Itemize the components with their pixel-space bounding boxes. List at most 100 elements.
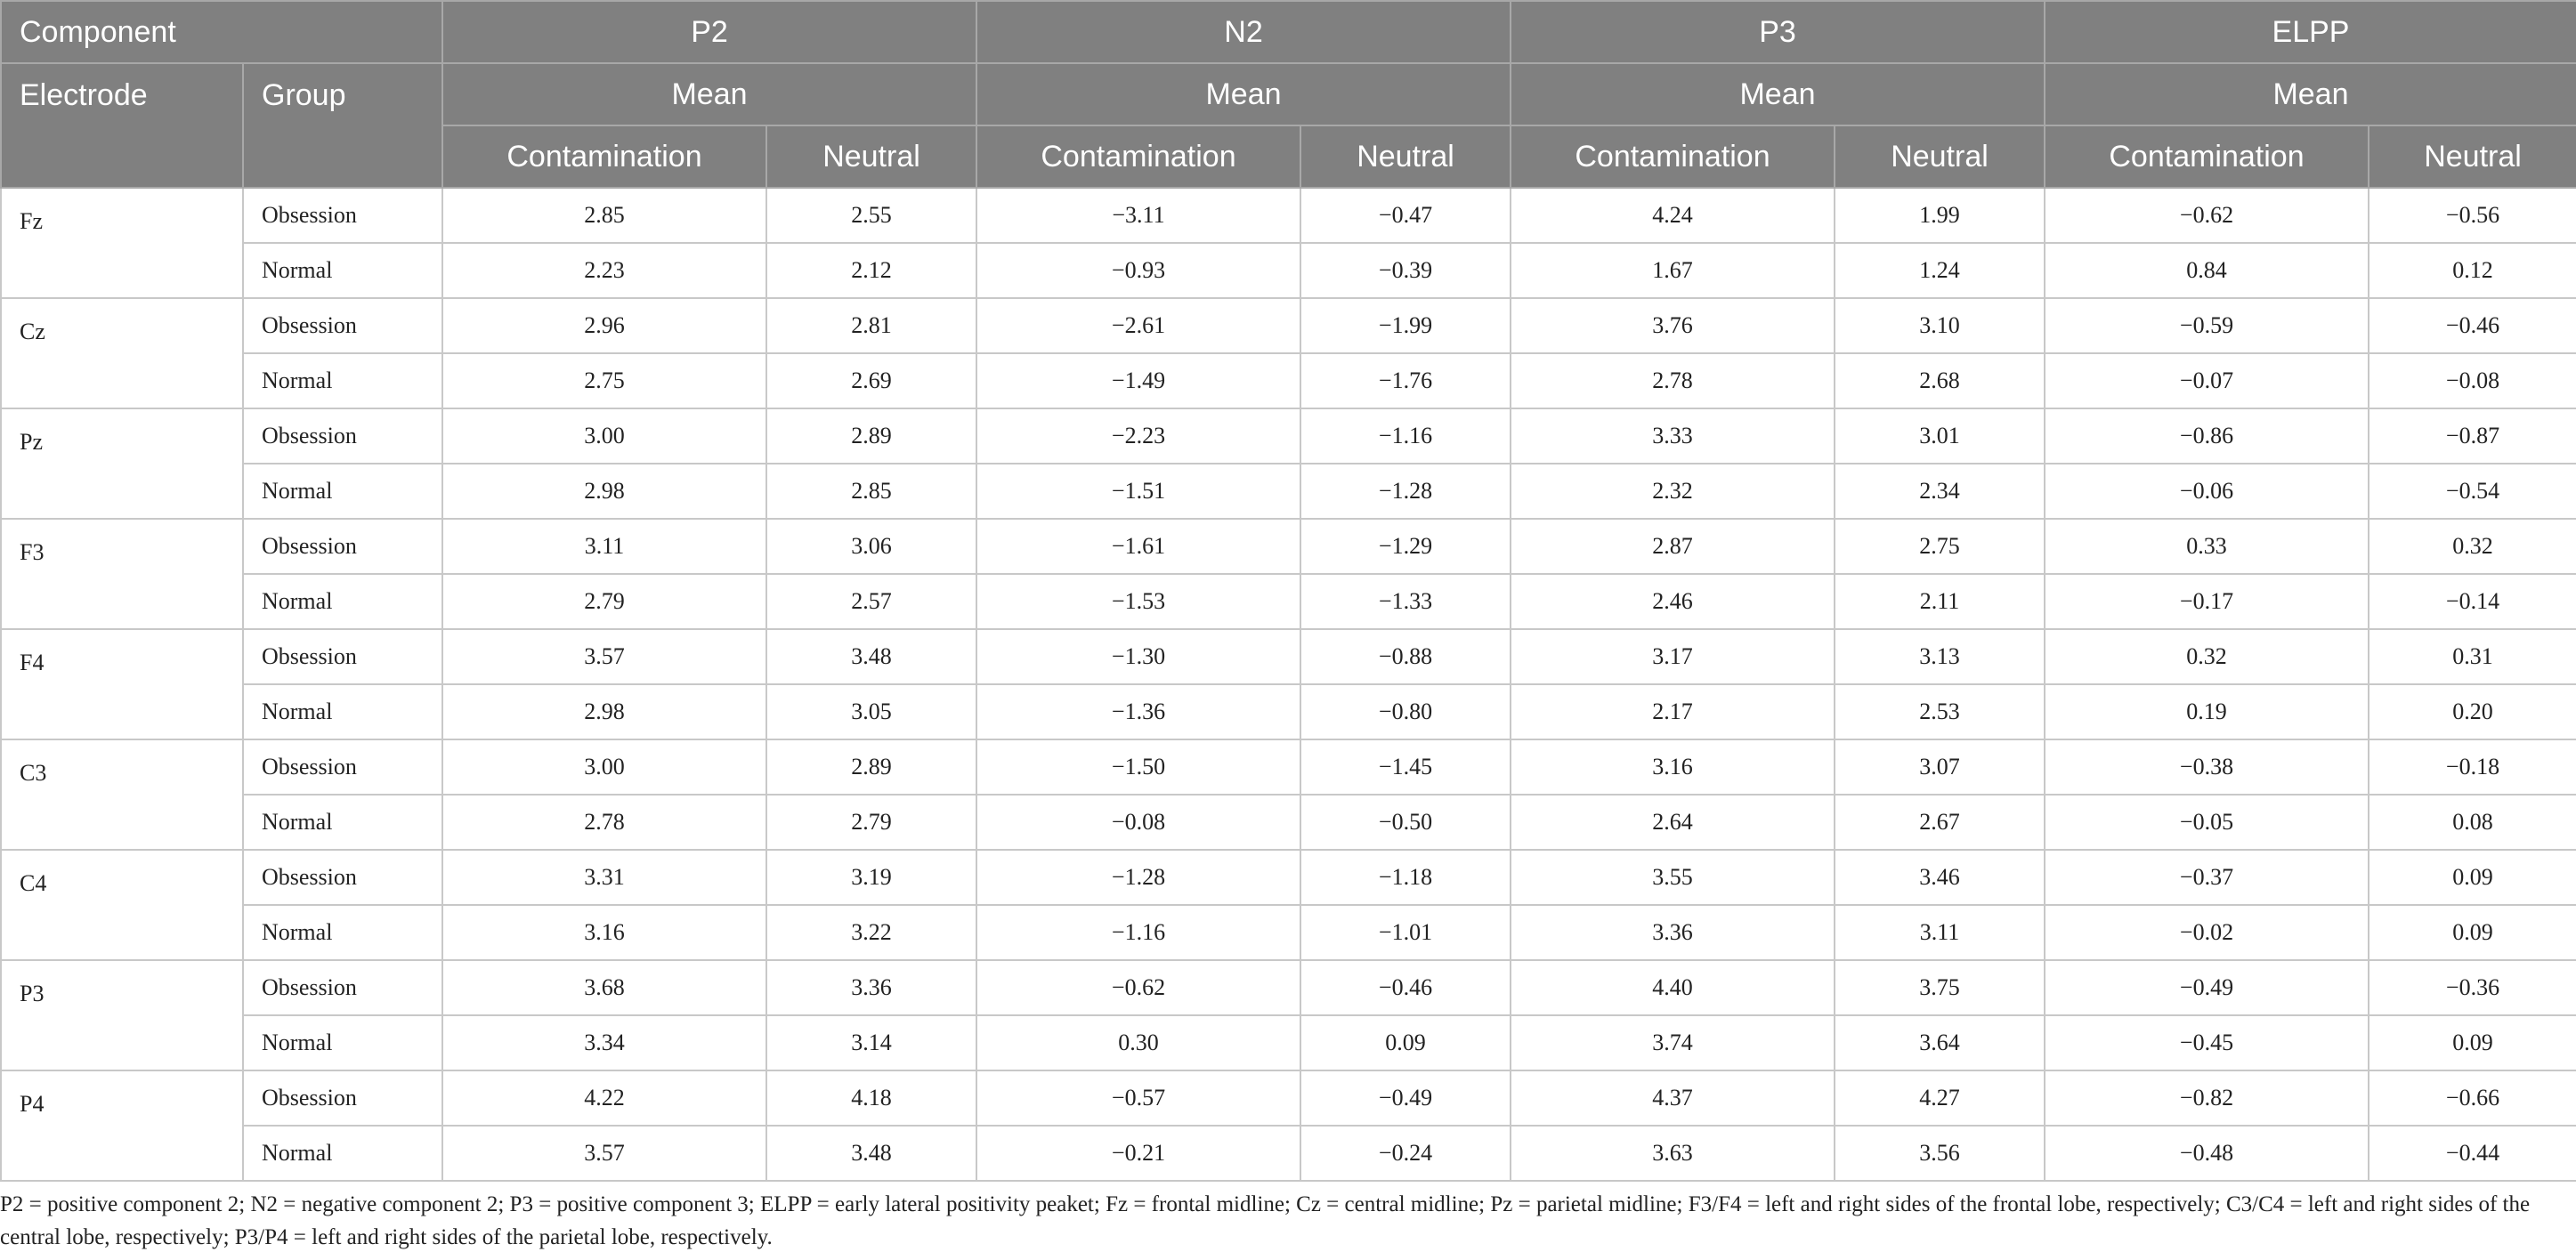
value-cell: 2.98	[441, 463, 767, 520]
value-cell: 3.75	[1834, 959, 2045, 1016]
value-cell: −0.46	[1300, 959, 1511, 1016]
group-cell: Obsession	[242, 187, 443, 244]
value-cell: 2.46	[1510, 573, 1835, 630]
value-cell: 4.37	[1510, 1070, 1835, 1127]
value-cell: 2.98	[441, 683, 767, 740]
value-cell: 0.09	[2367, 904, 2576, 961]
value-cell: −1.28	[976, 849, 1301, 906]
value-cell: −1.18	[1300, 849, 1511, 906]
value-cell: 1.24	[1834, 242, 2045, 299]
value-cell: 2.81	[766, 297, 977, 354]
value-cell: −0.93	[976, 242, 1301, 299]
value-cell: 3.16	[1510, 739, 1835, 796]
value-cell: 2.57	[766, 573, 977, 630]
table-row: Normal 2.98 2.85 −1.51 −1.28 2.32 2.34 −0.06 −0.…	[1, 463, 2576, 520]
value-cell: −0.47	[1300, 187, 1511, 244]
group-cell: Normal	[242, 683, 443, 740]
value-cell: −0.05	[2044, 794, 2369, 851]
value-cell: 4.27	[1834, 1070, 2045, 1127]
value-cell: −0.08	[2367, 352, 2576, 409]
table-body: Fz Obsession 2.85 2.55 −3.11 −0.47 4.24 1.99 −0.…	[0, 187, 2576, 1182]
value-cell: −0.56	[2367, 187, 2576, 244]
value-cell: −1.49	[976, 352, 1301, 409]
group-cell: Obsession	[242, 849, 443, 906]
value-cell: 2.96	[441, 297, 767, 354]
value-cell: 1.67	[1510, 242, 1835, 299]
value-cell: −1.50	[976, 739, 1301, 796]
value-cell: −0.37	[2044, 849, 2369, 906]
table-row: Normal 2.23 2.12 −0.93 −0.39 1.67 1.24 0.84 0.12	[1, 242, 2576, 299]
value-cell: 3.22	[766, 904, 977, 961]
value-cell: −0.08	[976, 794, 1301, 851]
table-row: C3 Obsession 3.00 2.89 −1.50 −1.45 3.16 3.07 −0.…	[0, 739, 2576, 851]
value-cell: 0.20	[2367, 683, 2576, 740]
value-cell: −0.38	[2044, 739, 2369, 796]
value-cell: −0.82	[2044, 1070, 2369, 1127]
value-cell: 2.23	[441, 242, 767, 299]
value-cell: −0.44	[2367, 1125, 2576, 1182]
electrode-cell: Cz	[0, 297, 244, 409]
value-cell: −0.06	[2044, 463, 2369, 520]
n2-neutral-header: Neutral	[1300, 125, 1511, 189]
value-cell: −0.36	[2367, 959, 2576, 1016]
value-cell: 3.06	[766, 518, 977, 575]
value-cell: −0.59	[2044, 297, 2369, 354]
electrode-cell: C3	[0, 739, 244, 851]
value-cell: 3.07	[1834, 739, 2045, 796]
group-cell: Normal	[242, 242, 443, 299]
value-cell: 2.85	[766, 463, 977, 520]
value-cell: 2.79	[441, 573, 767, 630]
group-cell: Obsession	[242, 1070, 443, 1127]
value-cell: 2.89	[766, 739, 977, 796]
value-cell: 2.34	[1834, 463, 2045, 520]
group-cell: Obsession	[242, 518, 443, 575]
value-cell: 3.74	[1510, 1014, 1835, 1071]
group-label: Group	[242, 62, 443, 189]
value-cell: −1.33	[1300, 573, 1511, 630]
value-cell: 3.57	[441, 1125, 767, 1182]
value-cell: 3.55	[1510, 849, 1835, 906]
value-cell: −1.16	[976, 904, 1301, 961]
value-cell: 3.13	[1834, 628, 2045, 685]
value-cell: 3.57	[441, 628, 767, 685]
value-cell: −2.61	[976, 297, 1301, 354]
electrode-cell: P4	[0, 1070, 244, 1182]
value-cell: 2.85	[441, 187, 767, 244]
group-cell: Normal	[242, 1125, 443, 1182]
value-cell: 0.09	[1300, 1014, 1511, 1071]
value-cell: −0.02	[2044, 904, 2369, 961]
value-cell: 3.68	[441, 959, 767, 1016]
electrode-cell: F3	[0, 518, 244, 630]
value-cell: 0.32	[2367, 518, 2576, 575]
component-n2-header: N2	[976, 0, 1511, 64]
value-cell: 3.11	[1834, 904, 2045, 961]
value-cell: 2.79	[766, 794, 977, 851]
value-cell: −0.49	[2044, 959, 2369, 1016]
value-cell: 3.00	[441, 408, 767, 464]
value-cell: −1.61	[976, 518, 1301, 575]
value-cell: 2.75	[1834, 518, 2045, 575]
value-cell: 0.12	[2367, 242, 2576, 299]
value-cell: −1.16	[1300, 408, 1511, 464]
value-cell: 3.36	[1510, 904, 1835, 961]
value-cell: −0.86	[2044, 408, 2369, 464]
p2-contamination-header: Contamination	[441, 125, 767, 189]
component-p3-header: P3	[1510, 0, 2045, 64]
table-row: Fz Obsession 2.85 2.55 −3.11 −0.47 4.24 1.99 −0.…	[0, 187, 2576, 299]
p3-neutral-header: Neutral	[1834, 125, 2045, 189]
value-cell: −0.88	[1300, 628, 1511, 685]
value-cell: 2.53	[1834, 683, 2045, 740]
table-row: Cz Obsession 2.96 2.81 −2.61 −1.99 3.76 3.10 −0.…	[0, 297, 2576, 409]
header-row-stat: Electrode Group Mean Mean Mean Mean	[0, 62, 2576, 189]
value-cell: 2.78	[441, 794, 767, 851]
value-cell: 2.78	[1510, 352, 1835, 409]
value-cell: −0.39	[1300, 242, 1511, 299]
value-cell: 1.99	[1834, 187, 2045, 244]
group-cell: Normal	[242, 1014, 443, 1071]
value-cell: −1.29	[1300, 518, 1511, 575]
value-cell: 2.11	[1834, 573, 2045, 630]
value-cell: −0.21	[976, 1125, 1301, 1182]
group-cell: Normal	[242, 794, 443, 851]
group-cell: Normal	[242, 352, 443, 409]
value-cell: 2.87	[1510, 518, 1835, 575]
